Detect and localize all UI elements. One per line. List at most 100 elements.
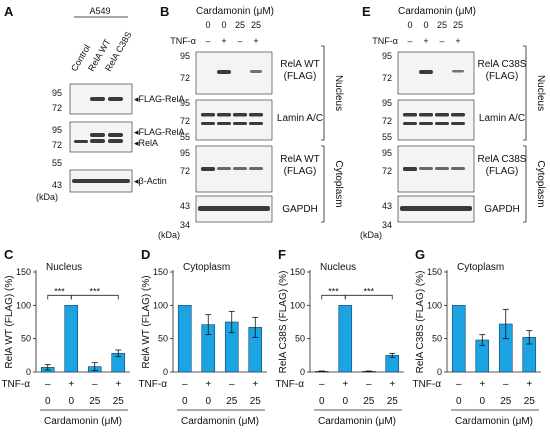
x-tick-label: 25 [226, 396, 238, 407]
x-tick-label: 25 [500, 396, 512, 407]
y-axis-label: RelA C38S (FLAG) (%) [278, 271, 289, 374]
y-tick-label: 100 [16, 300, 31, 310]
x-axis-label: Cardamonin (μM) [455, 416, 533, 427]
marker: 43 [382, 201, 392, 211]
panel-letter: E [362, 4, 371, 19]
kda-unit: (kDa) [360, 230, 382, 240]
blot-flag-rela [69, 83, 133, 115]
tnf-sign: – [503, 379, 509, 390]
tnf-sign: + [205, 379, 211, 390]
y-tick-label: 50 [21, 334, 31, 344]
x-tick-label: 0 [45, 396, 51, 407]
band [403, 122, 417, 125]
dose-label: 0 [205, 20, 210, 30]
marker: 72 [382, 116, 392, 126]
marker: 72 [52, 140, 62, 150]
blot-0 [397, 51, 475, 95]
band [452, 70, 464, 73]
marker: 72 [382, 166, 392, 176]
marker: 95 [382, 148, 392, 158]
blot-label: GAPDH [484, 204, 520, 215]
chart-title: Cytoplasm [457, 262, 504, 273]
panel-letter: D [141, 247, 150, 262]
tnf-sign: – [205, 36, 210, 46]
bar [64, 305, 79, 373]
marker: 43 [52, 180, 62, 190]
band [451, 122, 465, 125]
y-tick-label: 150 [153, 267, 168, 277]
band [217, 167, 231, 170]
y-axis-label: RelA C38S (FLAG) (%) [415, 271, 426, 374]
tnf-label: TNF-α [138, 379, 167, 390]
x-tick-label: 25 [113, 396, 125, 407]
sig-label: *** [89, 286, 100, 296]
tnf-sign: + [68, 379, 74, 390]
x-tick-label: 25 [363, 396, 375, 407]
bracket-cytoplasm [321, 145, 325, 223]
marker: 55 [180, 132, 190, 142]
y-tick-label: 100 [153, 300, 168, 310]
chart-title: Nucleus [320, 262, 356, 273]
sig-label: *** [54, 286, 65, 296]
blot-1 [195, 99, 273, 141]
tnf-sign: + [221, 36, 226, 46]
y-tick-label: 0 [437, 367, 442, 377]
panel-letter: B [160, 4, 169, 19]
marker: 95 [180, 98, 190, 108]
label-flag-rela-2: ◂FLAG-RelA [134, 127, 185, 137]
x-tick-label: 25 [89, 396, 101, 407]
sig-bracket [344, 294, 393, 300]
band [451, 113, 465, 117]
marker: 95 [382, 98, 392, 108]
tnf-sign: – [366, 379, 372, 390]
panel-a-letter: A [4, 4, 14, 19]
dose-label: 0 [407, 20, 412, 30]
tnf-sign: + [455, 36, 460, 46]
x-axis-label: Cardamonin (μM) [44, 416, 122, 427]
fraction-nucleus: Nucleus [333, 75, 344, 111]
x-tick-label: 25 [250, 396, 262, 407]
marker: 95 [180, 51, 190, 61]
x-axis-label: Cardamonin (μM) [181, 416, 259, 427]
marker: 43 [180, 201, 190, 211]
marker: 34 [382, 220, 392, 230]
x-tick-label: 25 [387, 396, 399, 407]
bar [177, 305, 192, 373]
y-tick-label: 0 [26, 367, 31, 377]
bracket-nucleus [523, 45, 527, 141]
panel-letter: C [4, 247, 14, 262]
bar [338, 305, 353, 373]
band [400, 206, 472, 211]
blot-label: RelA WT (FLAG) [280, 154, 319, 177]
x-tick-label: 0 [456, 396, 462, 407]
y-tick-label: 150 [290, 267, 305, 277]
fraction-nucleus: Nucleus [535, 75, 546, 111]
y-tick-label: 100 [290, 300, 305, 310]
blot-label: RelA WT (FLAG) [280, 59, 319, 82]
band [201, 122, 215, 125]
band [198, 206, 270, 211]
band [419, 167, 433, 170]
band [249, 167, 263, 170]
blot-label: Lamin A/C [277, 113, 323, 124]
blot-beta-actin [69, 169, 133, 193]
tnf-sign: + [526, 379, 532, 390]
label-flag-rela: ◂FLAG-RelA [134, 94, 185, 104]
dose-label: 0 [221, 20, 226, 30]
band [233, 167, 247, 170]
band [250, 70, 262, 73]
x-axis-label: Cardamonin (μM) [318, 416, 396, 427]
band [233, 113, 247, 117]
band [419, 122, 433, 125]
y-tick-label: 150 [16, 267, 31, 277]
bar [385, 355, 400, 373]
tnf-sign: – [237, 36, 242, 46]
panel-letter: F [278, 247, 286, 262]
tnf-sign: + [389, 379, 395, 390]
bar [451, 305, 466, 373]
band [201, 113, 215, 117]
dose-label: 25 [437, 20, 447, 30]
bracket-cytoplasm [523, 145, 527, 223]
